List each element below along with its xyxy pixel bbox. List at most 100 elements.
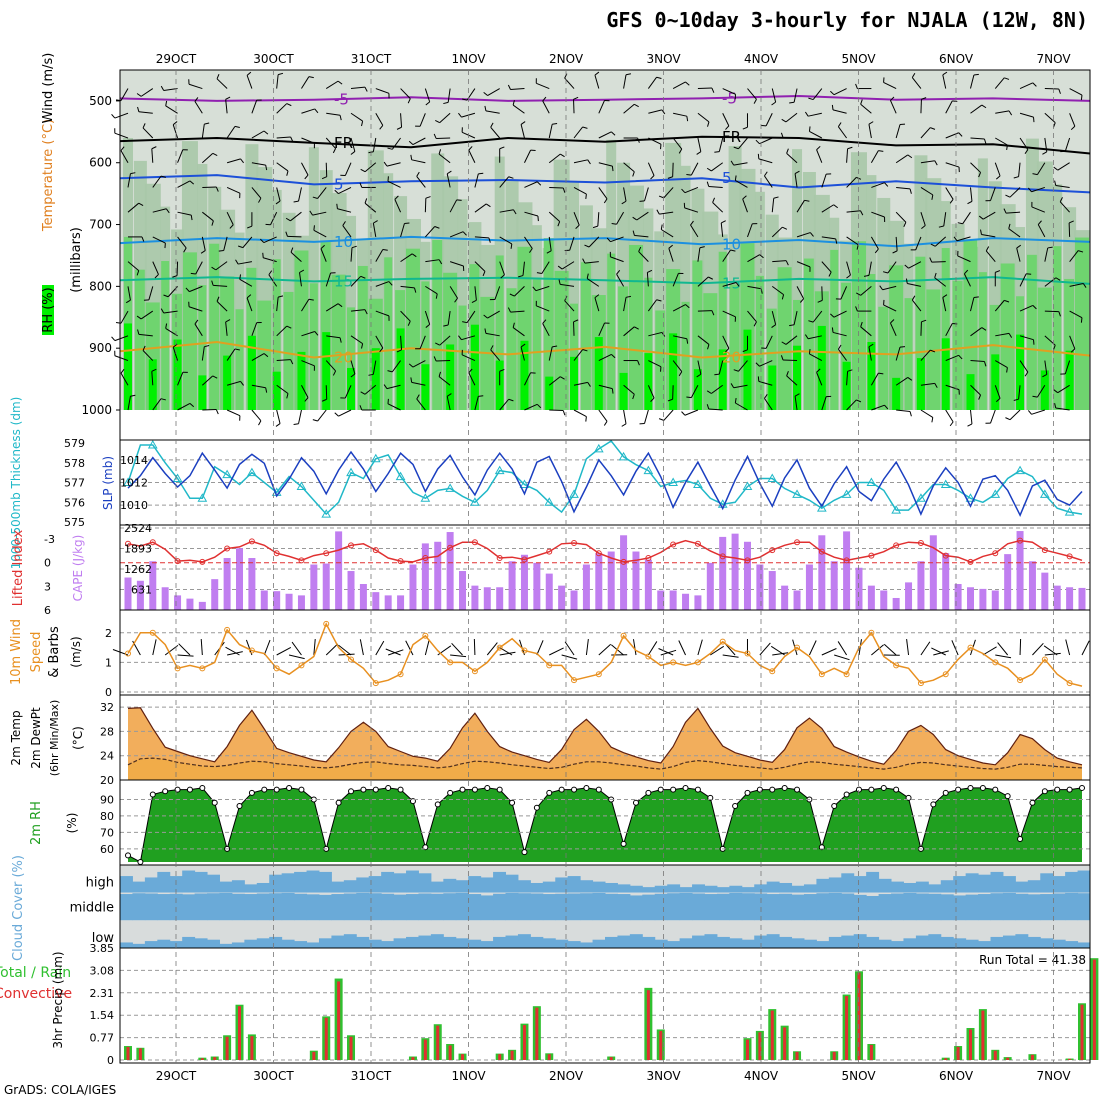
wind-barb <box>722 113 730 127</box>
wind-barb-flag <box>930 349 936 353</box>
wind-barb <box>499 209 514 213</box>
wind-barb-flag <box>632 216 638 221</box>
rh-bright-column <box>545 376 554 410</box>
wind-barb <box>337 208 352 213</box>
cape-bar <box>669 590 677 610</box>
cloud-bar <box>766 881 780 893</box>
wind-barb-flag <box>808 97 814 101</box>
wind-barb <box>372 137 377 152</box>
wind-barb <box>585 639 589 656</box>
wind-barb <box>1019 304 1034 312</box>
cloud-bar <box>654 893 668 921</box>
cloud-bar <box>294 871 308 893</box>
data-point <box>1066 680 1073 687</box>
wind-barb-flag <box>985 246 990 252</box>
cape-bar <box>310 564 318 610</box>
rh-green-column <box>331 274 346 410</box>
wind-barb <box>359 639 364 656</box>
cape-bar <box>558 585 566 610</box>
wind-barb <box>291 641 302 656</box>
wind-barb <box>524 181 538 188</box>
cloud-bar <box>331 894 345 921</box>
wind-barb-flag <box>562 410 566 416</box>
isotherm-5 <box>119 174 1091 194</box>
wind-barb <box>524 403 538 411</box>
wind-barb <box>375 88 390 94</box>
wind-barb <box>684 409 699 416</box>
data-point <box>447 789 454 796</box>
wind-barb-flag <box>660 224 663 230</box>
wind-barb-flag <box>711 87 715 93</box>
cape-bar <box>1016 531 1024 610</box>
wind-barb-flag <box>218 249 224 252</box>
cloud-bar <box>368 876 382 893</box>
wind-barb <box>290 211 302 222</box>
wind-barb-flag <box>382 249 388 251</box>
wind-barb <box>238 261 252 265</box>
wind-barb-flag <box>265 165 268 171</box>
wind-barb-flag <box>981 327 987 331</box>
wind-barb-flag <box>443 101 449 105</box>
rh-green-column <box>703 293 718 410</box>
wind-barb <box>326 335 341 339</box>
wind-barb <box>177 372 184 386</box>
wind-barb-flag <box>361 120 364 127</box>
cloud-bar <box>953 876 967 893</box>
cloud-bar <box>157 871 171 893</box>
wind-barb <box>710 645 725 656</box>
wind-barb-flag <box>706 390 712 394</box>
data-point <box>571 677 578 684</box>
wind-barb <box>970 360 985 363</box>
cloud-bar <box>120 894 133 921</box>
wind-barb-flag <box>685 81 690 86</box>
precip-convective-bar <box>745 1039 749 1060</box>
wind-barb-flag <box>321 398 327 402</box>
wind-barb-flag <box>892 250 898 254</box>
cloud-bar <box>754 884 768 893</box>
wind-barb <box>474 396 479 411</box>
wind-barb <box>812 310 823 323</box>
wind-barb-flag <box>154 274 159 279</box>
wind-barb-flag <box>263 353 269 358</box>
wind-barb-flag <box>394 195 399 200</box>
rh-legend-swatch <box>42 285 54 335</box>
wind-barb <box>473 638 476 656</box>
wind-barb-flag <box>285 231 288 237</box>
data-point <box>756 786 763 793</box>
isotherm-label: 10 <box>334 233 353 251</box>
wind-barb <box>1044 112 1056 124</box>
wind-barb <box>785 335 798 345</box>
wind-barb <box>1069 113 1076 127</box>
wind-barb <box>350 247 353 262</box>
wind-barb-flag <box>712 197 716 203</box>
date-label-top: 5NOV <box>841 52 876 66</box>
wind-barb-flag <box>1059 197 1063 203</box>
wind-barb-flag <box>686 174 692 176</box>
cloud-bar <box>269 874 283 893</box>
wind-barb-flag <box>265 387 268 393</box>
cloud-bar <box>219 943 233 948</box>
rh-green-column <box>952 280 964 410</box>
wind-barb <box>868 124 872 139</box>
rh-bright-column <box>644 353 653 410</box>
wind-barb-flag <box>931 417 934 423</box>
wind-barb <box>598 162 613 167</box>
rh-green-column <box>607 253 616 410</box>
cloud-bar <box>716 936 730 948</box>
cloud-bar <box>1065 892 1079 921</box>
wind-barb <box>372 360 377 375</box>
rh-bright-column <box>396 328 405 410</box>
wind-barb <box>447 311 451 326</box>
wind-barb <box>846 148 849 163</box>
wind-barb <box>1057 384 1070 394</box>
wind-barb <box>1081 640 1090 656</box>
wind-barb <box>809 130 823 139</box>
cloud-axis-label: Cloud Cover (%) <box>11 855 26 961</box>
wind-barb <box>759 137 773 145</box>
wind-barb-flag <box>351 245 357 249</box>
wind-barb <box>722 654 739 658</box>
wind-barb <box>485 110 500 114</box>
wind-barb <box>718 137 724 152</box>
wind-barb <box>251 162 266 166</box>
cloud-bar <box>729 938 743 948</box>
